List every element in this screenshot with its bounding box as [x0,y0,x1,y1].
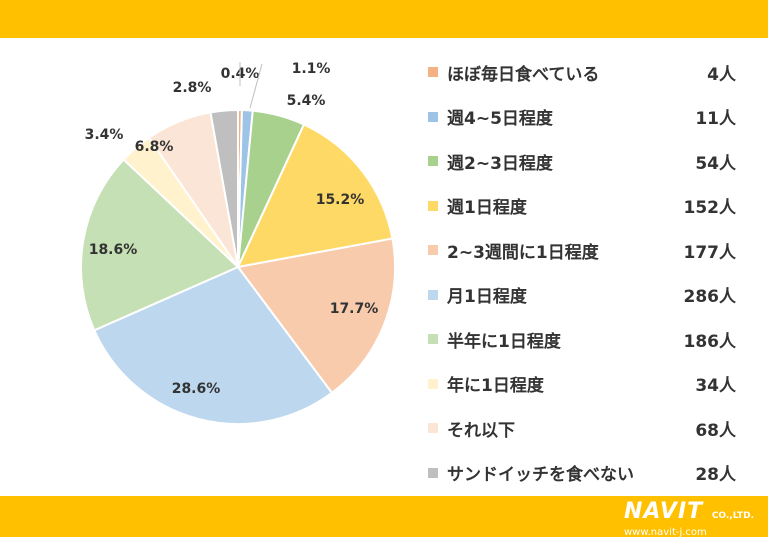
legend-count: 28人 [695,465,736,486]
percent-label: 17.7% [330,301,379,317]
legend-label: 2~3週間に1日程度 [447,242,599,263]
legend-label: サンドイッチを食べない [447,465,634,486]
leader-line [249,63,263,109]
legend-swatch [428,67,438,78]
legend-item: ほぼ毎日食べている 4人 [428,50,758,95]
pie-chart: 0.4% 1.1%5.4%15.2%17.7%28.6%18.6%3.4%6.8%… [80,61,396,426]
logo-name: NAVIT [623,499,704,524]
legend-label: ほぼ毎日食べている [447,64,600,85]
legend-swatch [428,423,438,434]
legend-count: 54人 [695,153,736,174]
legend-swatch [428,467,438,478]
legend-swatch [428,334,438,345]
pie-slices [80,108,396,426]
legend-item: 半年に1日程度 186人 [428,317,758,362]
percent-labels: 0.4% 1.1%5.4%15.2%17.7%28.6%18.6%3.4%6.8%… [85,61,379,397]
legend-label: 週1日程度 [447,198,527,219]
legend-label: 年に1日程度 [447,376,544,397]
legend-swatch [428,156,438,167]
percent-label: 3.4% [85,127,124,143]
chart-area: 0.4% 1.1% 5.4% 15.2% 17.7% 28.6% 18.6% 3.4% 6.8%… [0,38,768,496]
legend-count: 186人 [683,331,737,352]
percent-label: 1.1% [292,61,331,77]
percent-label: 15.2% [316,192,365,208]
legend-swatch [428,289,438,300]
percent-label: 6.8% [135,139,174,155]
percent-label: 28.6% [172,381,221,397]
legend-item: 週2~3日程度 54人 [428,139,758,184]
legend-label: 週4~5日程度 [447,109,553,130]
legend-count: 4人 [707,64,736,85]
logo-wordmark: NAVIT CO.,LTD. [624,501,754,527]
legend-item: 週1日程度 152人 [428,184,758,229]
percent-label: 2.8% [173,80,212,96]
navit-logo: NAVIT CO.,LTD. www.navit-j.com [624,501,754,538]
legend-label: それ以下 [447,420,515,441]
legend-count: 68人 [695,420,736,441]
pie-slice [80,158,240,332]
legend-count: 177人 [683,242,737,263]
pie-slice [236,237,396,395]
logo-suffix: CO.,LTD. [711,511,754,521]
legend-item: 月1日程度 286人 [428,273,758,318]
legend-count: 286人 [683,287,737,308]
legend-item: 2~3週間に1日程度 177人 [428,228,758,273]
legend-item: 週4~5日程度 11人 [428,95,758,140]
legend: ほぼ毎日食べている 4人週4~5日程度 11人週2~3日程度 54人週1日程度 152人… [428,50,758,495]
legend-item: サンドイッチを食べない 28人 [428,451,758,496]
legend-item: それ以下 68人 [428,406,758,451]
legend-swatch [428,245,438,256]
top-banner [0,0,768,38]
legend-count: 11人 [695,109,736,130]
percent-label: 18.6% [89,242,138,258]
legend-label: 月1日程度 [447,287,527,308]
legend-count: 34人 [695,376,736,397]
legend-label: 週2~3日程度 [447,153,553,174]
legend-swatch [428,378,438,389]
pie-slice [92,265,334,426]
legend-swatch [428,111,438,122]
pie-slice [236,123,394,269]
legend-swatch [428,200,438,211]
legend-label: 半年に1日程度 [447,331,561,352]
bottom-banner: NAVIT CO.,LTD. www.navit-j.com [0,496,768,538]
percent-label: 5.4% [287,93,326,109]
pie-slice [209,108,239,268]
logo-url: www.navit-j.com [623,527,707,538]
legend-count: 152人 [683,198,737,219]
legend-item: 年に1日程度 34人 [428,362,758,407]
